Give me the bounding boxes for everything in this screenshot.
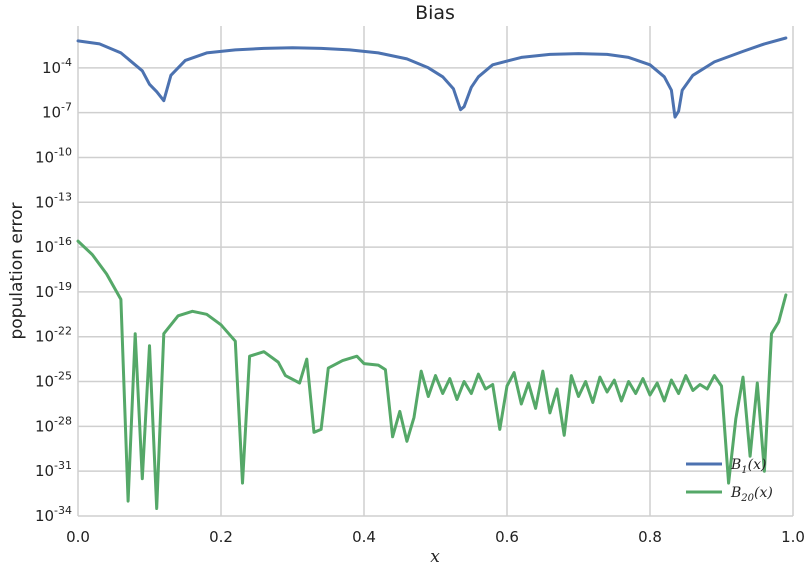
plot-area xyxy=(78,26,793,516)
y-tick-label-1: 10-31 xyxy=(35,459,72,480)
chart-title: Bias xyxy=(415,2,455,24)
legend-label-b20: B20(x) xyxy=(730,485,773,504)
y-tick-label-6: 10-16 xyxy=(35,235,72,256)
y-tick-label-5: 10-19 xyxy=(35,280,72,301)
y-tick-label-8: 10-10 xyxy=(35,145,72,166)
x-tick-label-1: 0.2 xyxy=(209,528,233,546)
series-line-1 xyxy=(76,239,788,510)
x-tick-label-2: 0.4 xyxy=(352,528,376,546)
y-tick-label-2: 10-28 xyxy=(35,414,72,435)
series-line-0 xyxy=(76,36,788,119)
x-tick-label-5: 1.0 xyxy=(781,528,805,546)
x-tick-label-0: 0.0 xyxy=(66,528,90,546)
y-tick-label-7: 10-13 xyxy=(35,190,72,211)
x-tick-label-3: 0.6 xyxy=(495,528,519,546)
x-tick-label-4: 0.8 xyxy=(638,528,662,546)
legend-label-b1: B1(x) xyxy=(730,457,767,476)
y-tick-label-10: 10-4 xyxy=(42,56,72,77)
y-tick-label-0: 10-34 xyxy=(35,504,72,525)
legend: B1(x) B20(x) xyxy=(686,457,773,504)
x-gridlines xyxy=(77,26,794,516)
x-tick-labels: 0.0 0.2 0.4 0.6 0.8 1.0 xyxy=(66,528,805,546)
y-tick-label-4: 10-22 xyxy=(35,325,72,346)
y-tick-label-3: 10-25 xyxy=(35,370,72,391)
y-axis-label: population error xyxy=(7,202,27,339)
series-layer xyxy=(76,36,788,510)
y-tick-label-9: 10-7 xyxy=(42,101,72,122)
y-tick-labels: 10-34 10-31 10-28 10-25 10-22 10-19 10-16 10-13… xyxy=(35,56,72,525)
x-axis-label: x xyxy=(430,547,440,567)
